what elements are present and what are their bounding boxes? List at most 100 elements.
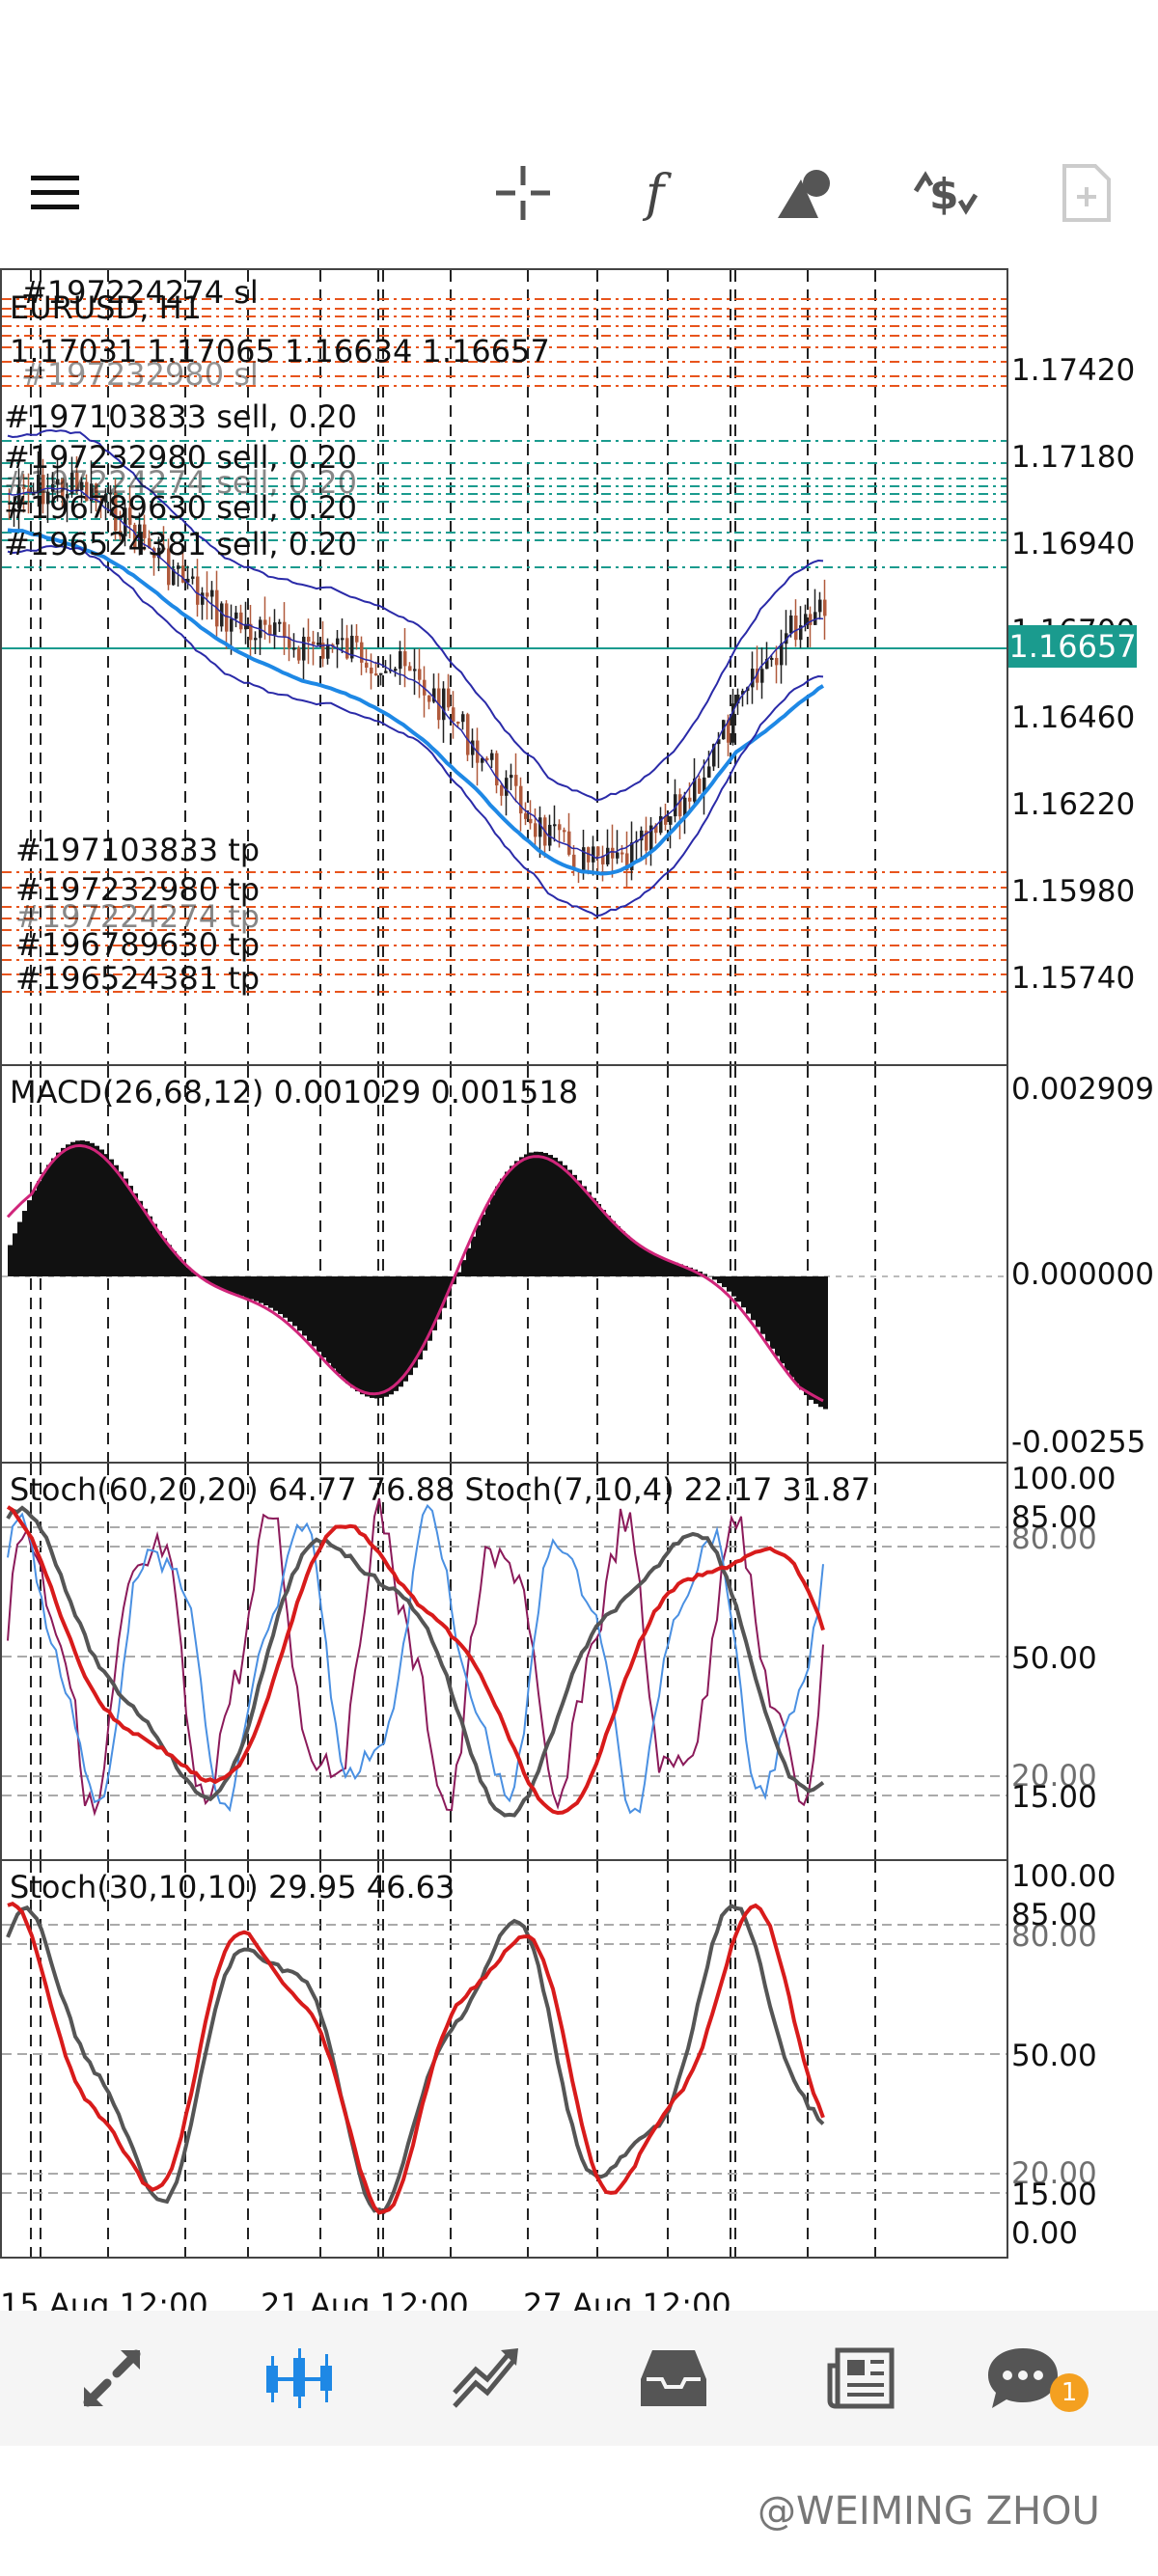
macd-histogram-bar — [288, 1276, 292, 1322]
candle-body — [143, 524, 147, 538]
candle-body — [466, 714, 470, 755]
macd-histogram-bar — [485, 1204, 490, 1276]
candle-body — [461, 714, 465, 723]
macd-histogram-bar — [678, 1264, 683, 1276]
candle-body — [181, 565, 185, 583]
macd-histogram-bar — [659, 1257, 664, 1276]
stoch1-pane[interactable]: Stoch(60,20,20) 64.77 76.88 Stoch(7,10,4… — [0, 1462, 1008, 1861]
messages-icon[interactable] — [975, 2330, 1071, 2426]
candle-body — [172, 568, 176, 586]
candle-body — [823, 599, 827, 617]
macd-histogram-bar — [645, 1249, 649, 1276]
stoch-signal-line — [7, 1901, 825, 2215]
stoch1-title: Stoch(60,20,20) 64.77 76.88 Stoch(7,10,4… — [10, 1471, 871, 1508]
candle-body — [693, 778, 697, 802]
macd-histogram-bar — [630, 1240, 635, 1276]
function-icon[interactable]: f — [625, 145, 703, 241]
macd-histogram-bar — [538, 1151, 543, 1276]
history-icon[interactable] — [625, 2330, 722, 2426]
macd-histogram-bar — [780, 1276, 785, 1364]
candle-body — [95, 483, 98, 503]
objects-icon[interactable] — [766, 145, 843, 241]
candle-body — [225, 603, 229, 632]
candle-body — [27, 488, 31, 494]
macd-histogram-bar — [490, 1194, 495, 1276]
new-order-icon[interactable] — [1048, 145, 1125, 241]
candle-body — [66, 494, 69, 499]
candle-body — [683, 797, 687, 817]
macd-histogram-bar — [437, 1276, 442, 1320]
macd-histogram-bar — [606, 1215, 611, 1276]
sell-label: #197224274 sell, 0.20 — [4, 464, 357, 501]
macd-histogram-bar — [760, 1276, 765, 1334]
macd-histogram-bar — [336, 1276, 341, 1375]
chart-area[interactable]: EURUSD, H1 1.17031 1.17065 1.16634 1.166… — [0, 268, 1158, 2280]
candle-body — [56, 479, 60, 484]
trade-icon[interactable]: $ — [907, 145, 984, 241]
candle-body — [85, 481, 89, 502]
macd-histogram-bar — [220, 1276, 225, 1290]
candle-body — [254, 638, 258, 641]
macd-histogram-bar — [307, 1276, 312, 1341]
candle-body — [365, 662, 369, 668]
crosshair-icon[interactable] — [484, 145, 562, 241]
macd-histogram-bar — [432, 1276, 437, 1330]
candle-body — [292, 647, 296, 650]
candle-body — [326, 644, 330, 659]
candle-body — [548, 824, 552, 846]
macd-histogram-bar — [370, 1276, 374, 1398]
macd-histogram-bar — [804, 1276, 809, 1396]
candle-body — [770, 657, 774, 660]
macd-histogram-bar — [80, 1140, 85, 1276]
candle-body — [611, 847, 615, 859]
macd-histogram-bar — [278, 1276, 283, 1315]
macd-histogram-bar — [46, 1165, 51, 1276]
price-tick: 1.17180 — [1011, 440, 1136, 475]
candle-body — [741, 691, 745, 695]
stoch2-pane[interactable]: Stoch(30,10,10) 29.95 46.63 — [0, 1859, 1008, 2259]
svg-text:f: f — [642, 165, 672, 222]
price-pane[interactable]: EURUSD, H1 1.17031 1.17065 1.16634 1.166… — [0, 268, 1008, 1066]
menu-icon[interactable] — [17, 145, 95, 241]
candle-body — [524, 813, 528, 819]
bottom-nav: 1 — [0, 2311, 1158, 2446]
macd-histogram-bar — [548, 1155, 553, 1276]
macd-histogram-bar — [124, 1178, 128, 1276]
macd-histogram-bar — [471, 1236, 476, 1276]
macd-histogram-bar — [331, 1276, 336, 1369]
macd-pane[interactable]: MACD(26,68,12) 0.001029 0.001518 — [0, 1064, 1008, 1464]
candle-body — [592, 846, 595, 863]
macd-histogram-bar — [379, 1276, 384, 1399]
stoch2-tick: 80.00 — [1011, 1919, 1097, 1954]
macd-histogram-bar — [172, 1250, 177, 1276]
chart-icon[interactable] — [251, 2330, 347, 2426]
macd-histogram-bar — [128, 1186, 133, 1276]
macd-histogram-bar — [722, 1276, 727, 1288]
candle-body — [263, 619, 267, 625]
candle-body — [90, 483, 94, 502]
macd-histogram-bar — [558, 1161, 563, 1276]
macd-histogram-bar — [529, 1152, 534, 1276]
candle-body — [297, 647, 301, 661]
macd-histogram-bar — [365, 1276, 370, 1397]
candle-body — [403, 651, 407, 667]
macd-histogram-bar — [389, 1276, 394, 1395]
macd-histogram-bar — [85, 1140, 90, 1276]
candle-body — [167, 548, 171, 586]
stoch-main-line — [6, 1904, 825, 2214]
price-tick: 1.17420 — [1011, 353, 1136, 388]
ohlc-label: 1.17031 1.17065 1.16634 1.16657 — [10, 333, 550, 370]
macd-tick: 0.000000 — [1011, 1257, 1154, 1292]
quotes-icon[interactable] — [64, 2330, 160, 2426]
candle-body — [481, 757, 484, 763]
sell-label: #197232980 sell, 0.20 — [4, 439, 357, 476]
macd-histogram-bar — [157, 1231, 162, 1276]
macd-histogram-bar — [770, 1276, 775, 1349]
candle-body — [519, 785, 523, 814]
candle-body — [278, 621, 282, 624]
macd-histogram-bar — [751, 1276, 756, 1321]
macd-histogram-bar — [90, 1142, 95, 1276]
trade-nav-icon[interactable] — [438, 2330, 535, 2426]
news-icon[interactable] — [813, 2330, 909, 2426]
candle-body — [553, 824, 557, 827]
